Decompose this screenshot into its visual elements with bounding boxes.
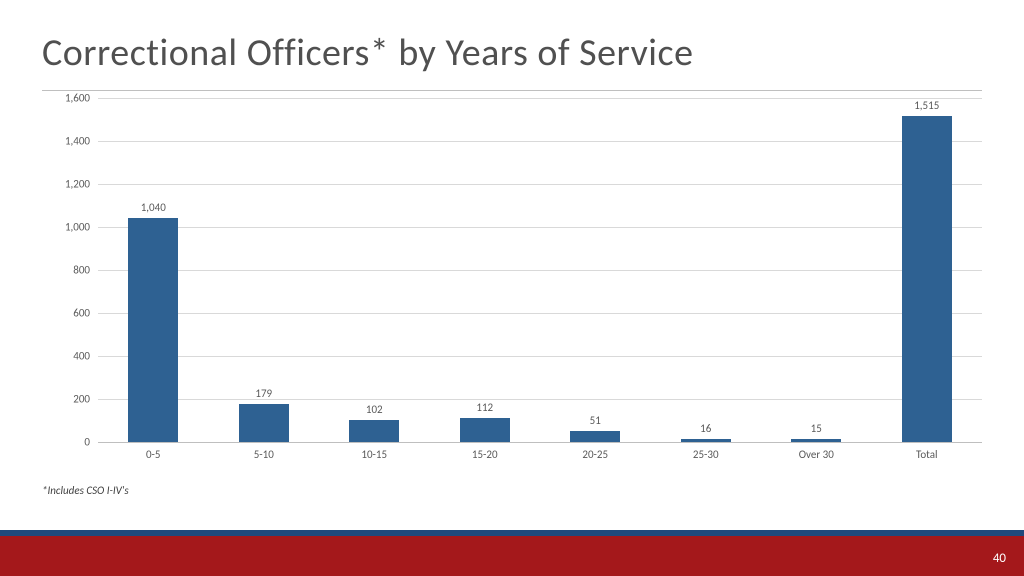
bar-group: 1,040 bbox=[98, 98, 209, 442]
bar-group: 112 bbox=[430, 98, 541, 442]
footnote: *Includes CSO I-IV's bbox=[42, 484, 129, 497]
slide: Correctional Officers* by Years of Servi… bbox=[0, 0, 1024, 576]
x-axis-label: 5-10 bbox=[209, 448, 320, 461]
bar-group: 102 bbox=[319, 98, 430, 442]
x-axis-label: 15-20 bbox=[430, 448, 541, 461]
bar-value-label: 179 bbox=[255, 387, 272, 400]
x-axis-label: Over 30 bbox=[761, 448, 872, 461]
bar-value-label: 1,515 bbox=[914, 99, 939, 112]
bar-value-label: 15 bbox=[811, 422, 822, 435]
bar-group: 16 bbox=[651, 98, 762, 442]
y-axis-label: 800 bbox=[42, 264, 90, 277]
bar-group: 179 bbox=[209, 98, 320, 442]
y-axis-label: 400 bbox=[42, 350, 90, 363]
bar: 1,040 bbox=[128, 218, 178, 442]
y-axis-label: 1,200 bbox=[42, 178, 90, 191]
plot-area: 1,040 179 102 112 51 16 15 1,515 bbox=[98, 98, 982, 442]
bar: 16 bbox=[681, 439, 731, 442]
bar: 1,515 bbox=[902, 116, 952, 442]
y-axis-label: 1,400 bbox=[42, 135, 90, 148]
y-axis-label: 0 bbox=[42, 436, 90, 449]
x-axis-line bbox=[98, 442, 982, 443]
bar-group: 51 bbox=[540, 98, 651, 442]
title-underline bbox=[42, 90, 982, 91]
x-axis-label: 25-30 bbox=[651, 448, 762, 461]
y-axis-label: 600 bbox=[42, 307, 90, 320]
x-axis-label: Total bbox=[872, 448, 983, 461]
bar: 112 bbox=[460, 418, 510, 442]
bar-value-label: 1,040 bbox=[141, 201, 166, 214]
y-axis-label: 1,600 bbox=[42, 92, 90, 105]
bar-group: 1,515 bbox=[872, 98, 983, 442]
y-axis-label: 1,000 bbox=[42, 221, 90, 234]
bar-chart: 1,040 179 102 112 51 16 15 1,515 0 200 400 600 800 1… bbox=[42, 98, 982, 468]
bar: 51 bbox=[570, 431, 620, 442]
bar-value-label: 51 bbox=[590, 414, 601, 427]
bar: 102 bbox=[349, 420, 399, 442]
bar: 179 bbox=[239, 404, 289, 442]
bar-value-label: 112 bbox=[476, 401, 493, 414]
footer-red-band: 40 bbox=[0, 536, 1024, 576]
bar-value-label: 102 bbox=[366, 403, 383, 416]
x-axis-label: 0-5 bbox=[98, 448, 209, 461]
bar-value-label: 16 bbox=[700, 422, 711, 435]
slide-title: Correctional Officers* by Years of Servi… bbox=[42, 30, 693, 76]
y-axis-label: 200 bbox=[42, 393, 90, 406]
page-number: 40 bbox=[993, 551, 1006, 566]
x-axis-label: 10-15 bbox=[319, 448, 430, 461]
x-axis-label: 20-25 bbox=[540, 448, 651, 461]
bar-group: 15 bbox=[761, 98, 872, 442]
bar: 15 bbox=[791, 439, 841, 442]
